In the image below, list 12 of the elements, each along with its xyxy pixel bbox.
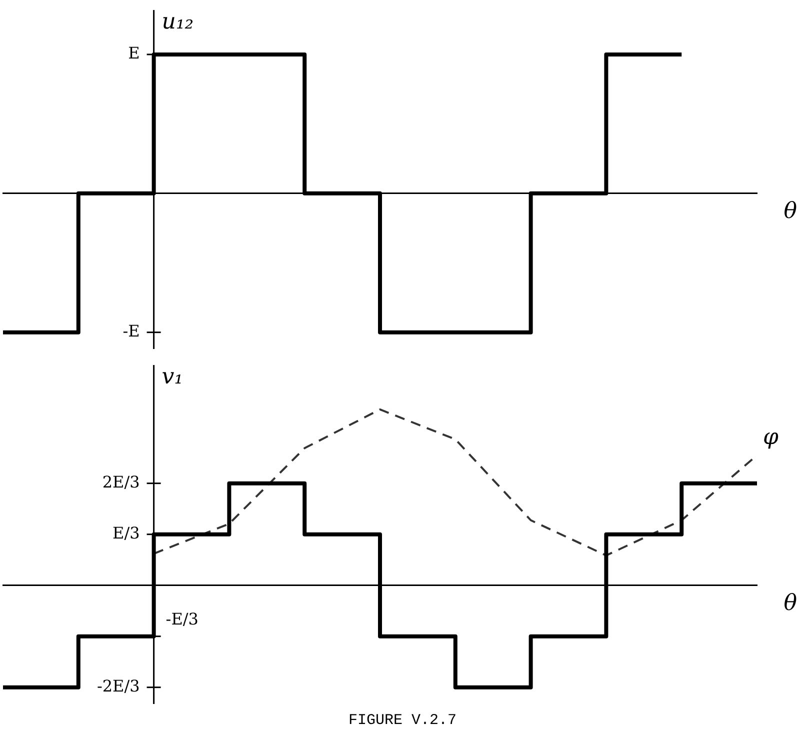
y-axis-title: u₁₂: [162, 10, 194, 35]
annotation: 2E/3: [102, 472, 140, 492]
y-axis-title: v₁: [162, 364, 184, 390]
annotation: -2E/3: [96, 676, 140, 696]
x-axis-title: θ: [784, 591, 797, 616]
annotation: -E: [122, 321, 140, 340]
text: FIGURE V.2.7: [347, 712, 458, 729]
x-axis-title: θ: [784, 199, 797, 224]
annotation: E: [128, 44, 140, 63]
annotation: E/3: [112, 523, 140, 542]
series-label: φ: [763, 424, 779, 450]
annotation: -E/3: [166, 609, 198, 628]
